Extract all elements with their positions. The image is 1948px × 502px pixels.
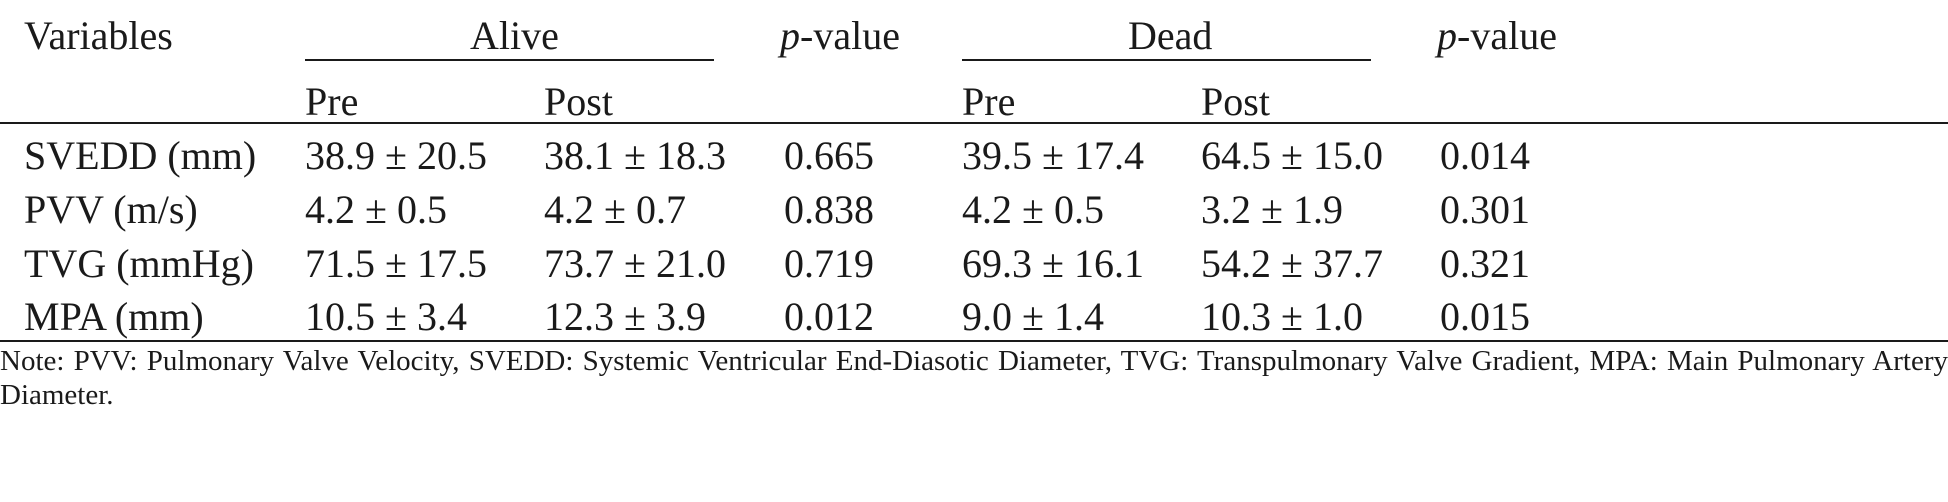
row-dead-post: 54.2 ± 37.7: [1201, 241, 1383, 286]
row-alive-post: 4.2 ± 0.7: [544, 187, 686, 232]
row-dead-pre: 39.5 ± 17.4: [962, 133, 1144, 178]
header-dead-post: Post: [1201, 79, 1270, 124]
row-dead-post: 64.5 ± 15.0: [1201, 133, 1383, 178]
row-alive-pre: 71.5 ± 17.5: [305, 241, 487, 286]
row-dead-p: 0.301: [1440, 187, 1530, 232]
p-suffix: -value: [1457, 13, 1557, 58]
row-dead-pre: 69.3 ± 16.1: [962, 241, 1144, 286]
row-alive-post: 38.1 ± 18.3: [544, 133, 726, 178]
header-variables: Variables: [24, 13, 173, 58]
row-dead-post: 10.3 ± 1.0: [1201, 294, 1363, 339]
row-alive-p: 0.719: [784, 241, 874, 286]
header-dead-p-value: p-value: [1437, 12, 1557, 60]
table-bottom-rule: [0, 340, 1948, 342]
row-variable: TVG (mmHg): [24, 241, 254, 286]
header-dead: Dead: [1128, 13, 1213, 58]
p-suffix: -value: [800, 13, 900, 58]
row-dead-post: 3.2 ± 1.9: [1201, 187, 1343, 232]
p-italic: p: [1437, 13, 1457, 58]
row-alive-post: 73.7 ± 21.0: [544, 241, 726, 286]
row-alive-pre: 38.9 ± 20.5: [305, 133, 487, 178]
header-alive-p-value: p-value: [780, 12, 900, 60]
header-alive-pre: Pre: [305, 79, 359, 124]
row-variable: SVEDD (mm): [24, 133, 257, 178]
p-italic: p: [780, 13, 800, 58]
row-dead-pre: 9.0 ± 1.4: [962, 294, 1104, 339]
row-alive-p: 0.665: [784, 133, 874, 178]
row-dead-p: 0.015: [1440, 294, 1530, 339]
row-alive-post: 12.3 ± 3.9: [544, 294, 706, 339]
dead-group-rule: [962, 59, 1371, 61]
table-note: Note: PVV: Pulmonary Valve Velocity, SVE…: [0, 345, 1948, 411]
row-variable: PVV (m/s): [24, 187, 198, 232]
row-alive-pre: 4.2 ± 0.5: [305, 187, 447, 232]
header-dead-pre: Pre: [962, 79, 1016, 124]
row-variable: MPA (mm): [24, 294, 204, 339]
row-dead-pre: 4.2 ± 0.5: [962, 187, 1104, 232]
row-alive-pre: 10.5 ± 3.4: [305, 294, 467, 339]
row-alive-p: 0.012: [784, 294, 874, 339]
header-alive: Alive: [470, 13, 559, 58]
alive-group-rule: [305, 59, 714, 61]
row-alive-p: 0.838: [784, 187, 874, 232]
header-alive-post: Post: [544, 79, 613, 124]
row-dead-p: 0.321: [1440, 241, 1530, 286]
row-dead-p: 0.014: [1440, 133, 1530, 178]
header-bottom-rule: [0, 122, 1948, 124]
